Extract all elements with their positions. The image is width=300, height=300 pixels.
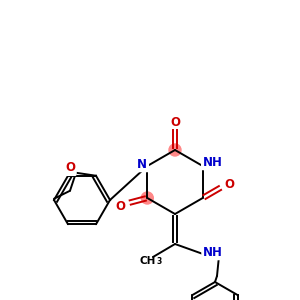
Text: CH: CH [140,256,156,266]
Text: NH: NH [203,155,223,169]
Text: O: O [115,200,125,212]
Text: 3: 3 [157,257,162,266]
Text: NH: NH [203,245,223,259]
Circle shape [169,144,181,156]
Text: N: N [137,158,147,170]
Text: O: O [225,178,235,190]
Text: O: O [65,161,75,174]
Text: O: O [170,116,180,128]
Circle shape [141,192,153,204]
